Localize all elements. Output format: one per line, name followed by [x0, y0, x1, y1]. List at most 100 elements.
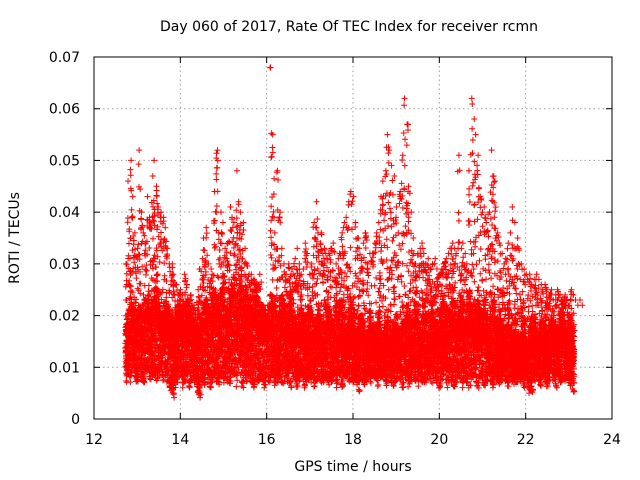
data-point: [130, 232, 137, 239]
data-point: [127, 172, 134, 179]
data-point: [127, 379, 134, 386]
data-point: [268, 153, 275, 160]
data-point: [233, 383, 240, 390]
data-point: [138, 215, 145, 222]
data-point-peak: [134, 245, 141, 252]
data-point: [213, 170, 220, 177]
data-point-peak: [160, 214, 167, 221]
data-point: [161, 260, 168, 267]
data-point: [268, 203, 275, 210]
data-point: [269, 213, 276, 220]
data-point: [228, 228, 235, 235]
data-point: [153, 192, 160, 199]
data-point: [267, 234, 274, 241]
data-point-peak: [227, 203, 234, 210]
data-point-peak: [149, 172, 156, 179]
data-point: [123, 377, 130, 384]
data-point: [126, 228, 133, 235]
data-point: [125, 240, 132, 247]
data-point-peak: [181, 271, 188, 278]
data-point-peak: [267, 64, 274, 71]
data-point: [137, 268, 144, 275]
data-point-peak: [125, 178, 132, 185]
data-point-peak: [151, 157, 158, 164]
data-point-peak: [128, 157, 135, 164]
chart-title: Day 060 of 2017, Rate Of TEC Index for r…: [160, 19, 538, 35]
data-point: [128, 206, 135, 213]
data-point: [233, 215, 240, 222]
data-point: [240, 227, 247, 234]
data-point: [129, 289, 136, 296]
data-point: [203, 230, 210, 237]
data-point: [271, 175, 278, 182]
data-point: [268, 254, 275, 261]
data-point: [133, 373, 140, 380]
data-point-peak: [256, 271, 263, 278]
data-point-peak: [218, 209, 225, 216]
data-point-peak: [269, 131, 276, 138]
data-point: [200, 246, 207, 253]
data-point: [136, 251, 143, 258]
data-point: [219, 231, 226, 238]
data-point-peak: [158, 209, 165, 216]
data-point: [123, 270, 130, 277]
data-point: [218, 229, 225, 236]
data-point: [124, 315, 131, 322]
data-point-peak: [209, 271, 216, 278]
data-point: [135, 183, 142, 190]
data-point: [127, 283, 134, 290]
data-point-peak: [233, 167, 240, 174]
data-point-peak: [203, 224, 210, 231]
data-point: [126, 277, 133, 284]
data-point: [142, 271, 149, 278]
data-point: [154, 271, 161, 278]
data-point: [270, 266, 277, 273]
data-point-peak: [208, 266, 215, 273]
data-point: [130, 237, 137, 244]
data-point: [213, 203, 220, 210]
data-point: [238, 383, 245, 390]
data-point: [135, 161, 142, 168]
data-point: [133, 296, 140, 303]
data-point: [200, 279, 207, 286]
data-point-peak: [214, 147, 221, 154]
data-point: [137, 290, 144, 297]
data-point: [131, 363, 138, 370]
data-point: [131, 259, 138, 266]
data-point: [150, 235, 157, 242]
data-point-peak: [177, 286, 184, 293]
data-point: [135, 287, 142, 294]
data-point: [128, 187, 135, 194]
data-point: [124, 343, 131, 350]
data-point-peak: [131, 229, 138, 236]
data-point: [141, 232, 148, 239]
data-point: [214, 164, 221, 171]
data-point: [154, 200, 161, 207]
data-point: [142, 266, 149, 273]
data-point: [126, 255, 133, 262]
data-point: [204, 252, 211, 259]
data-point: [150, 258, 157, 265]
data-point: [130, 300, 137, 307]
data-point: [124, 219, 131, 226]
data-points: [122, 64, 586, 401]
data-point: [267, 252, 274, 259]
data-point: [122, 297, 129, 303]
data-point-peak: [129, 193, 136, 200]
data-point-peak: [123, 260, 130, 267]
data-point: [199, 277, 206, 284]
data-point-peak: [136, 147, 143, 154]
data-point: [125, 252, 132, 259]
data-point-peak: [153, 183, 160, 190]
data-point-peak: [144, 193, 151, 200]
data-point: [129, 247, 136, 254]
data-point: [139, 263, 146, 270]
data-point: [154, 272, 161, 279]
data-point-peak: [219, 219, 226, 226]
data-point: [128, 214, 135, 221]
data-point: [202, 268, 209, 275]
data-point: [133, 275, 140, 282]
data-point: [269, 144, 276, 151]
data-point: [145, 282, 152, 289]
